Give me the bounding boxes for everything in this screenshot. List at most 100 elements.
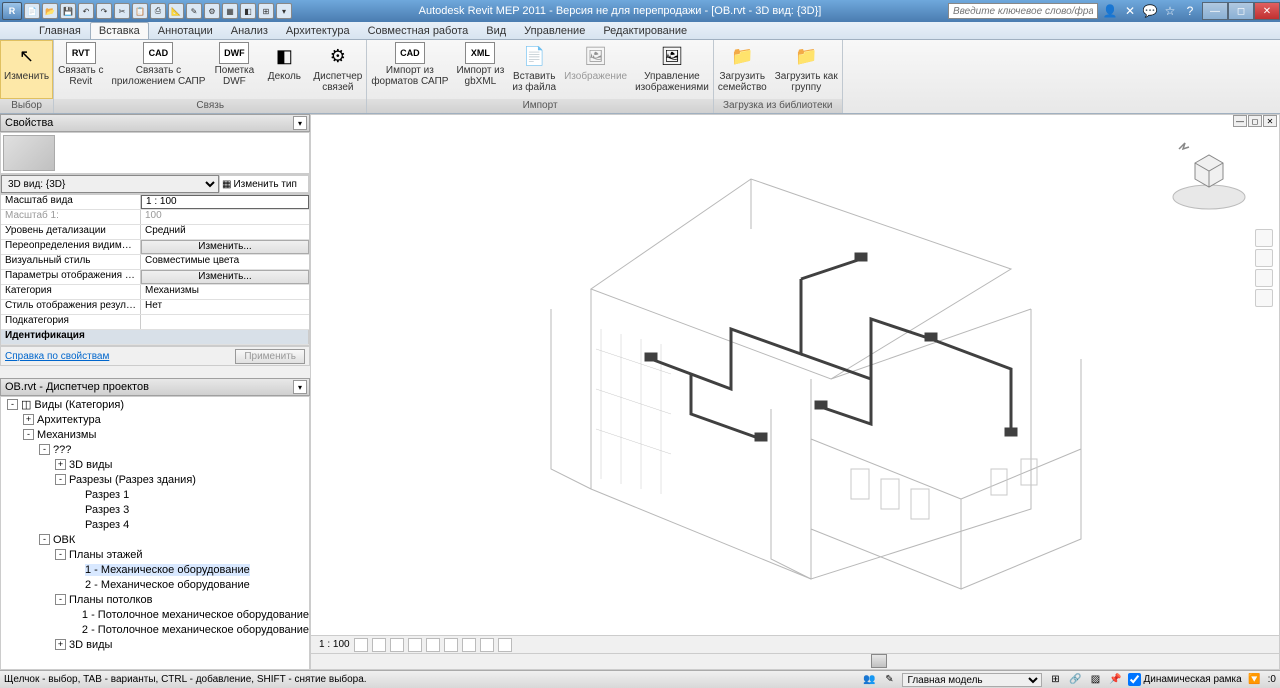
qat-btn[interactable]: ▾ <box>276 3 292 19</box>
reveal-icon[interactable] <box>498 638 512 652</box>
tree-item[interactable]: 1 - Механическое оборудование <box>1 562 309 577</box>
visual-style-icon[interactable] <box>372 638 386 652</box>
ribbon-button[interactable]: XMLИмпорт изgbXML <box>452 40 508 99</box>
tab-home[interactable]: Главная <box>30 22 90 39</box>
tab-view[interactable]: Вид <box>477 22 515 39</box>
property-section[interactable]: Идентификация <box>1 330 309 345</box>
qat-btn[interactable]: 📂 <box>42 3 58 19</box>
shadows-icon[interactable] <box>408 638 422 652</box>
ribbon-button[interactable]: 🖼Управлениеизображениями <box>631 40 713 99</box>
property-row[interactable]: Стиль отображения результ...Нет <box>1 300 309 315</box>
tree-toggle-icon[interactable]: - <box>39 444 50 455</box>
qat-btn[interactable]: ⎙ <box>150 3 166 19</box>
qat-btn[interactable]: ⚙ <box>204 3 220 19</box>
app-menu-button[interactable]: R <box>2 2 22 20</box>
tree-toggle-icon[interactable]: + <box>23 414 34 425</box>
tree-item[interactable]: -??? <box>1 442 309 457</box>
tree-item[interactable]: -Механизмы <box>1 427 309 442</box>
tree-item[interactable]: Разрез 3 <box>1 502 309 517</box>
tree-toggle-icon[interactable]: + <box>55 639 66 650</box>
tree-toggle-icon[interactable]: - <box>55 594 66 605</box>
nav-pan-icon[interactable] <box>1255 249 1273 267</box>
qat-btn[interactable]: ⊞ <box>258 3 274 19</box>
horizontal-scrollbar[interactable] <box>311 653 1279 669</box>
tree-item[interactable]: +Архитектура <box>1 412 309 427</box>
tree-item[interactable]: Разрез 4 <box>1 517 309 532</box>
qat-btn[interactable]: 💾 <box>60 3 76 19</box>
communicate-icon[interactable]: 💬 <box>1142 3 1158 19</box>
tree-toggle-icon[interactable]: + <box>55 459 66 470</box>
qat-btn[interactable]: ▦ <box>222 3 238 19</box>
tree-item[interactable]: 1 - Потолочное механическое оборудование <box>1 607 309 622</box>
minimize-button[interactable]: — <box>1202 2 1228 20</box>
detail-level-icon[interactable] <box>354 638 368 652</box>
dynamic-frame-checkbox[interactable]: Динамическая рамка <box>1128 673 1241 686</box>
help-icon[interactable]: ? <box>1182 3 1198 19</box>
view-scale[interactable]: 1 : 100 <box>319 639 350 650</box>
property-value[interactable]: Изменить... <box>141 240 309 254</box>
tab-annotate[interactable]: Аннотации <box>149 22 222 39</box>
favorites-icon[interactable]: ☆ <box>1162 3 1178 19</box>
view-minimize-icon[interactable]: — <box>1233 115 1247 127</box>
property-value[interactable]: Средний <box>141 225 309 239</box>
workset-icon[interactable]: 👥 <box>862 673 876 687</box>
property-row[interactable]: Уровень детализацииСредний <box>1 225 309 240</box>
property-value[interactable]: Изменить... <box>141 270 309 284</box>
panel-options-icon[interactable]: ▾ <box>293 116 307 130</box>
ribbon-button[interactable]: DWFПометкаDWF <box>209 40 259 99</box>
qat-btn[interactable]: ↶ <box>78 3 94 19</box>
tree-item[interactable]: Разрез 1 <box>1 487 309 502</box>
tree-toggle-icon[interactable]: - <box>7 399 18 410</box>
search-input[interactable] <box>948 3 1098 19</box>
project-browser-tree[interactable]: -◫Виды (Категория)+Архитектура-Механизмы… <box>0 396 310 670</box>
edit-type-button[interactable]: ▦ Изменить тип <box>219 175 309 193</box>
property-value[interactable]: Механизмы <box>141 285 309 299</box>
workset-select[interactable]: Главная модель <box>902 673 1042 687</box>
tree-item[interactable]: -Планы потолков <box>1 592 309 607</box>
ribbon-button[interactable]: 📁Загрузитьсемейство <box>714 40 771 99</box>
tree-item[interactable]: +3D виды <box>1 637 309 652</box>
properties-help-link[interactable]: Справка по свойствам <box>5 351 109 362</box>
property-row[interactable]: Масштаб вида1 : 100 <box>1 195 309 210</box>
ribbon-button[interactable]: CADСвязать сприложением САПР <box>107 40 209 99</box>
tab-insert[interactable]: Вставка <box>90 22 149 39</box>
tab-manage[interactable]: Управление <box>515 22 594 39</box>
tab-edit[interactable]: Редактирование <box>594 22 696 39</box>
crop-region-icon[interactable] <box>444 638 458 652</box>
tab-analyze[interactable]: Анализ <box>222 22 277 39</box>
tree-toggle-icon[interactable]: - <box>39 534 50 545</box>
tree-item[interactable]: -ОВК <box>1 532 309 547</box>
tree-item[interactable]: -Разрезы (Разрез здания) <box>1 472 309 487</box>
ribbon-button[interactable]: RVTСвязать сRevit <box>54 40 107 99</box>
temp-hide-icon[interactable] <box>480 638 494 652</box>
nav-zoom-icon[interactable] <box>1255 269 1273 287</box>
tree-item[interactable]: -Планы этажей <box>1 547 309 562</box>
close-button[interactable]: ✕ <box>1254 2 1280 20</box>
nav-orbit-icon[interactable] <box>1255 289 1273 307</box>
tree-toggle-icon[interactable]: - <box>23 429 34 440</box>
sign-in-icon[interactable]: 👤 <box>1102 3 1118 19</box>
exchange-icon[interactable]: ✕ <box>1122 3 1138 19</box>
property-value[interactable] <box>141 315 309 329</box>
tab-collaborate[interactable]: Совместная работа <box>359 22 478 39</box>
design-options-icon[interactable]: ⊞ <box>1048 673 1062 687</box>
qat-btn[interactable]: ◧ <box>240 3 256 19</box>
tree-item[interactable]: 2 - Потолочное механическое оборудование <box>1 622 309 637</box>
tree-item[interactable]: 2 - Механическое оборудование <box>1 577 309 592</box>
qat-btn[interactable]: 📄 <box>24 3 40 19</box>
property-row[interactable]: Масштаб 1:100 <box>1 210 309 225</box>
qat-btn[interactable]: 📐 <box>168 3 184 19</box>
panel-options-icon[interactable]: ▾ <box>293 380 307 394</box>
select-pinned-icon[interactable]: 📌 <box>1108 673 1122 687</box>
select-links-icon[interactable]: 🔗 <box>1068 673 1082 687</box>
ribbon-button[interactable]: ⚙Диспетчерсвязей <box>309 40 366 99</box>
property-value[interactable]: 1 : 100 <box>141 195 309 209</box>
property-value[interactable]: 100 <box>141 210 309 224</box>
properties-header[interactable]: Свойства ▾ <box>0 114 310 132</box>
ribbon-button[interactable]: 📄Вставитьиз файла <box>508 40 560 99</box>
lock-icon[interactable] <box>462 638 476 652</box>
maximize-button[interactable]: ◻ <box>1228 2 1254 20</box>
apply-button[interactable]: Применить <box>235 349 305 364</box>
select-underlay-icon[interactable]: ▨ <box>1088 673 1102 687</box>
project-browser-header[interactable]: OB.rvt - Диспетчер проектов ▾ <box>0 378 310 396</box>
